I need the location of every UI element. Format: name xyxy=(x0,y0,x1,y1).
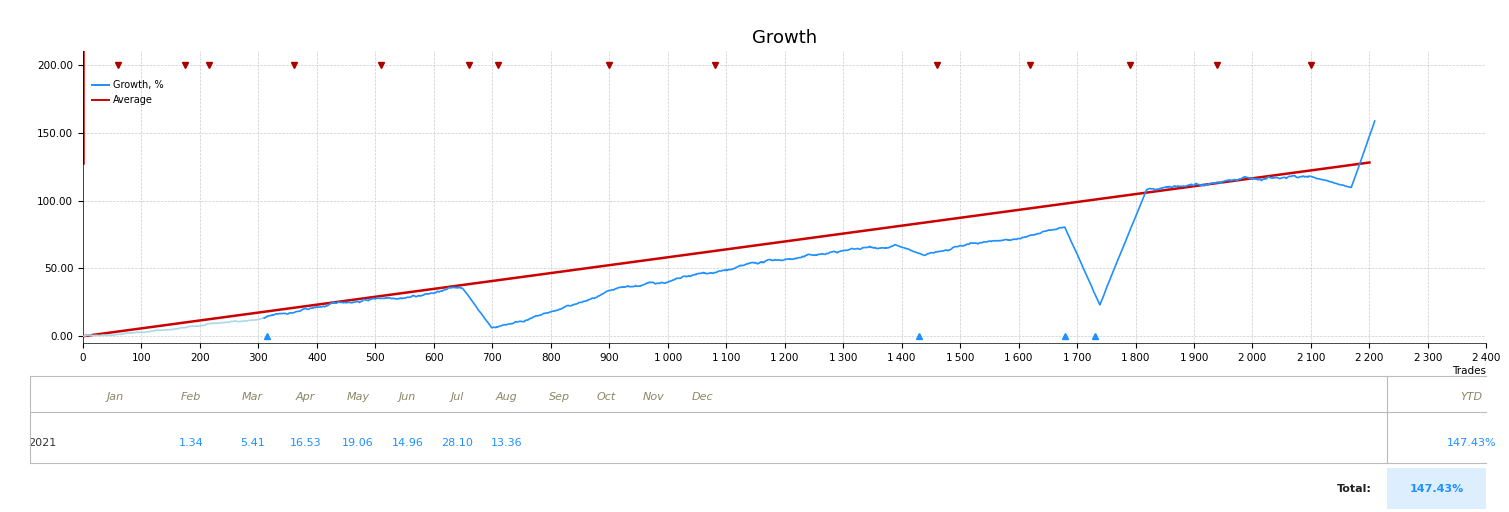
Text: Sep: Sep xyxy=(549,392,570,402)
Text: Feb: Feb xyxy=(181,392,201,402)
Text: 19.06: 19.06 xyxy=(343,438,374,448)
Text: Trades: Trades xyxy=(1452,367,1486,376)
Text: Dec: Dec xyxy=(693,392,714,402)
Text: Oct: Oct xyxy=(596,392,616,402)
Title: Growth: Growth xyxy=(751,29,818,47)
Text: Nov: Nov xyxy=(643,392,664,402)
Text: Mar: Mar xyxy=(241,392,263,402)
Text: Aug: Aug xyxy=(496,392,518,402)
Text: 1.34: 1.34 xyxy=(178,438,204,448)
Text: 2021: 2021 xyxy=(29,438,56,448)
Legend: Growth, %, Average: Growth, %, Average xyxy=(88,76,167,109)
Text: 147.43%: 147.43% xyxy=(1409,484,1464,494)
Text: 5.41: 5.41 xyxy=(240,438,266,448)
Text: Jun: Jun xyxy=(398,392,416,402)
Text: Apr: Apr xyxy=(296,392,315,402)
Text: Jan: Jan xyxy=(107,392,124,402)
Text: 16.53: 16.53 xyxy=(290,438,321,448)
Text: 28.10: 28.10 xyxy=(441,438,474,448)
Text: 14.96: 14.96 xyxy=(392,438,424,448)
Text: YTD: YTD xyxy=(1461,392,1482,402)
Text: May: May xyxy=(346,392,370,402)
Text: Total:: Total: xyxy=(1337,484,1372,494)
Text: 147.43%: 147.43% xyxy=(1447,438,1495,448)
Text: 13.36: 13.36 xyxy=(490,438,522,448)
Text: Jul: Jul xyxy=(451,392,463,402)
